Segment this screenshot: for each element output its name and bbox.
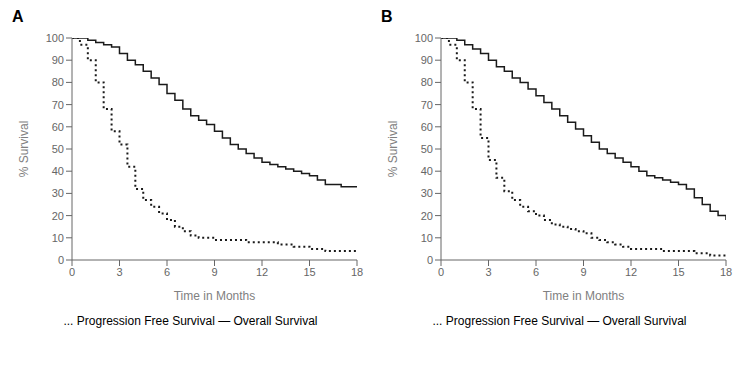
svg-text:100: 100 bbox=[415, 32, 433, 44]
svg-text:0: 0 bbox=[427, 254, 433, 266]
svg-text:60: 60 bbox=[421, 121, 433, 133]
svg-text:20: 20 bbox=[52, 210, 64, 222]
svg-text:0: 0 bbox=[69, 266, 75, 278]
svg-text:60: 60 bbox=[52, 121, 64, 133]
svg-text:40: 40 bbox=[52, 165, 64, 177]
svg-text:40: 40 bbox=[421, 165, 433, 177]
svg-text:15: 15 bbox=[672, 266, 684, 278]
svg-text:70: 70 bbox=[52, 99, 64, 111]
svg-text:10: 10 bbox=[421, 232, 433, 244]
svg-text:30: 30 bbox=[421, 187, 433, 199]
svg-text:20: 20 bbox=[421, 210, 433, 222]
svg-text:9: 9 bbox=[211, 266, 217, 278]
svg-text:6: 6 bbox=[533, 266, 539, 278]
svg-text:15: 15 bbox=[303, 266, 315, 278]
svg-text:90: 90 bbox=[421, 54, 433, 66]
svg-text:0: 0 bbox=[58, 254, 64, 266]
svg-text:Time in Months: Time in Months bbox=[174, 289, 256, 303]
svg-text:3: 3 bbox=[485, 266, 491, 278]
html-text:... Progression Free Survival: ... Progression Free Survival — Overall … bbox=[63, 314, 318, 328]
svg-text:% Survival: % Survival bbox=[386, 121, 400, 178]
svg-text:30: 30 bbox=[52, 187, 64, 199]
svg-text:% Survival: % Survival bbox=[17, 121, 31, 178]
svg-text:10: 10 bbox=[52, 232, 64, 244]
html-text:B: B bbox=[381, 8, 393, 25]
svg-text:6: 6 bbox=[164, 266, 170, 278]
svg-text:12: 12 bbox=[625, 266, 637, 278]
svg-text:80: 80 bbox=[52, 76, 64, 88]
svg-text:70: 70 bbox=[421, 99, 433, 111]
svg-text:80: 80 bbox=[421, 76, 433, 88]
svg-text:0: 0 bbox=[438, 266, 444, 278]
svg-text:18: 18 bbox=[720, 266, 732, 278]
svg-text:Time in Months: Time in Months bbox=[543, 289, 625, 303]
svg-text:90: 90 bbox=[52, 54, 64, 66]
svg-text:12: 12 bbox=[256, 266, 268, 278]
svg-text:9: 9 bbox=[580, 266, 586, 278]
html-text:A: A bbox=[12, 8, 24, 25]
svg-text:50: 50 bbox=[52, 143, 64, 155]
svg-text:18: 18 bbox=[351, 266, 363, 278]
svg-text:50: 50 bbox=[421, 143, 433, 155]
svg-text:3: 3 bbox=[116, 266, 122, 278]
svg-text:100: 100 bbox=[46, 32, 64, 44]
html-text:... Progression Free Survival: ... Progression Free Survival — Overall … bbox=[432, 314, 687, 328]
